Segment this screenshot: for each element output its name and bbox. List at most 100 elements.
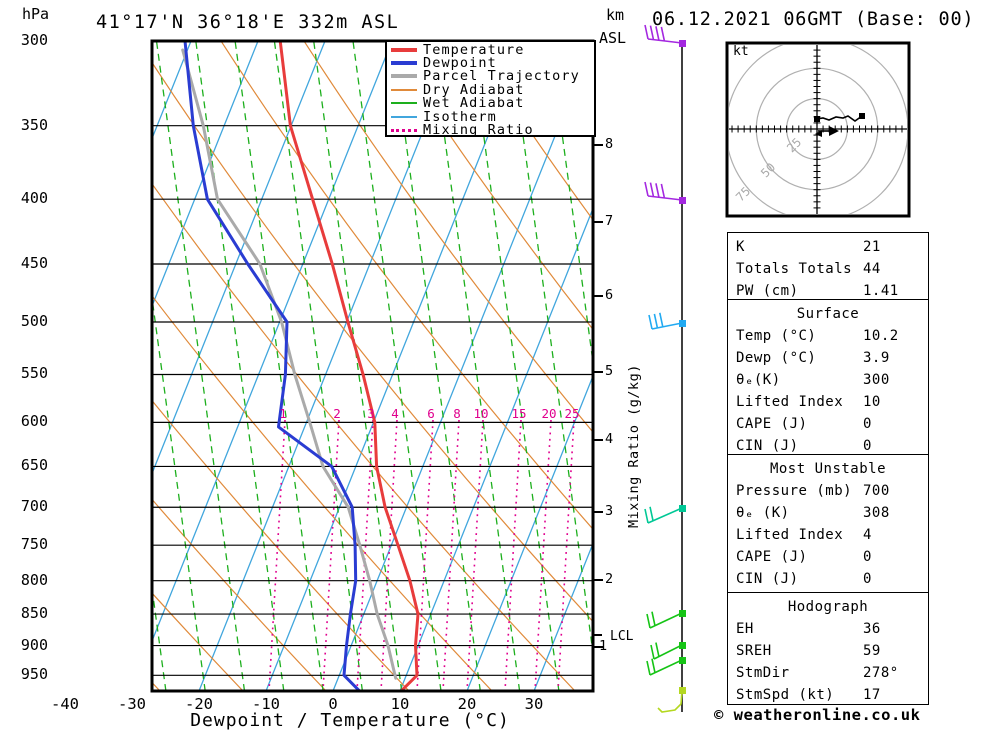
hodograph-frame	[725, 41, 911, 218]
parcel-line-swatch	[391, 74, 417, 79]
hodograph-ring-label: 75	[733, 184, 753, 204]
index-label: CIN (J)	[736, 571, 799, 587]
legend-item: Isotherm	[387, 109, 594, 125]
mixing-ratio-value-label: 15	[511, 406, 527, 421]
isotherm-line	[399, 209, 592, 691]
index-value: 0	[863, 416, 872, 432]
wet-adiabat-line	[195, 42, 285, 691]
table-section-title: Surface	[796, 306, 860, 322]
dewpoint-curve	[183, 42, 361, 691]
hodograph-table: Hodograph EH 36 SREH 59 StmDir 278° StmSpd …	[727, 592, 929, 705]
index-value: 0	[863, 571, 872, 587]
index-value: 17	[863, 687, 881, 703]
table-row: SREH 59	[728, 640, 928, 662]
table-row: Lifted Index 4	[728, 524, 928, 546]
dry-adiabat-line	[153, 62, 592, 622]
hodograph-trace-end-dot	[859, 113, 865, 119]
index-value: 21	[863, 239, 881, 255]
wet-adiabat-line	[153, 300, 206, 691]
km-tick-label: 1	[599, 638, 608, 654]
temp-tick-label: 10	[390, 695, 410, 713]
mixing-ratio-line	[356, 419, 374, 691]
table-row: Lifted Index 10	[728, 391, 928, 413]
wind-barb	[644, 181, 686, 204]
pressure-tick-label: 650	[20, 456, 48, 475]
mixing-ratio-line	[322, 419, 340, 691]
index-value: 4	[863, 527, 872, 543]
pressure-tick-label: 800	[20, 570, 48, 589]
temp-tick-label: -30	[118, 695, 146, 713]
wet-adiabat-line	[155, 42, 246, 691]
km-axis-unit: km	[606, 6, 625, 24]
pressure-tick-label: 550	[20, 364, 48, 383]
mixing-ratio-axis-label: Mixing Ratio (g/kg)	[626, 364, 642, 528]
km-tick-label: 8	[605, 136, 614, 152]
dry-adiabat-line	[153, 593, 244, 691]
km-tick-label: 3	[605, 503, 614, 519]
copyright: © weatheronline.co.uk	[714, 706, 921, 724]
pressure-tick-label: 900	[20, 635, 48, 654]
isotherm-line	[198, 42, 460, 691]
index-label: θₑ(K)	[736, 372, 781, 388]
hodograph-ring-label: 50	[758, 160, 778, 180]
legend-item: Parcel Trajectory	[387, 68, 594, 84]
table-row: CAPE (J) 0	[728, 546, 928, 568]
index-label: CAPE (J)	[736, 549, 808, 565]
temp-tick-label: -10	[252, 695, 280, 713]
mixing-ratio-value-label: 4	[391, 406, 399, 421]
wind-barb	[657, 687, 686, 713]
km-tick-label: 5	[605, 363, 614, 379]
legend-label: Mixing Ratio	[423, 122, 534, 139]
index-label: Dewp (°C)	[736, 350, 817, 366]
wind-barb	[650, 642, 686, 660]
index-value: 44	[863, 261, 881, 277]
index-label: Totals Totals	[736, 261, 853, 277]
pressure-tick-label: 400	[20, 189, 48, 208]
most-unstable-table: Most Unstable Pressure (mb) 700 θₑ (K) 308…	[727, 454, 929, 593]
mixing-ratio-line	[534, 419, 552, 691]
isotherm-line	[153, 42, 259, 306]
pressure-tick-label: 750	[20, 535, 48, 554]
legend-item: Temperature	[387, 41, 594, 58]
temp-tick-label: 20	[457, 695, 477, 713]
wind-barb	[646, 610, 686, 629]
isotherm-line	[466, 376, 592, 691]
legend-label: Temperature	[423, 41, 525, 58]
index-label: Lifted Index	[736, 394, 844, 410]
index-value: 1.41	[863, 283, 899, 299]
page-title: 41°17'N 36°18'E 332m ASL	[96, 12, 400, 33]
temp-tick-label: -40	[51, 695, 79, 713]
index-value: 59	[863, 643, 881, 659]
index-label: K	[736, 239, 745, 255]
isotherm-line	[153, 42, 326, 473]
mixing-ratio-value-label: 20	[541, 406, 557, 421]
index-label: θₑ (K)	[736, 505, 790, 521]
indices-summary-table: K 21 Totals Totals 44 PW (cm) 1.41	[727, 232, 929, 300]
surface-table: Surface Temp (°C) 10.2 Dewp (°C) 3.9 θₑ(K)…	[727, 299, 929, 455]
isotherm-line-swatch	[391, 115, 417, 118]
hodograph-unit-label: kt	[733, 44, 749, 59]
legend-item: Dewpoint	[387, 55, 594, 71]
isotherm-line	[533, 544, 592, 691]
mixing-ratio-value-label: 8	[453, 406, 461, 421]
table-row: CAPE (J) 0	[728, 413, 928, 435]
table-row: CIN (J) 0	[728, 568, 928, 590]
pressure-tick-label: 350	[20, 115, 48, 134]
legend-item: Wet Adiabat	[387, 95, 594, 111]
wet-adiabat-line	[39, 41, 127, 691]
wind-barb	[646, 657, 686, 676]
table-row: Temp (°C) 10.2	[728, 325, 928, 347]
hodograph-trace	[816, 115, 863, 122]
index-value: 700	[863, 483, 890, 499]
mixing-ratio-line	[557, 419, 575, 691]
pressure-tick-label: 600	[20, 412, 48, 431]
index-label: Lifted Index	[736, 527, 844, 543]
index-label: EH	[736, 621, 754, 637]
mixing-ratio-line	[466, 419, 484, 691]
table-section-title: Hodograph	[787, 599, 869, 615]
index-value: 278°	[863, 665, 899, 681]
x-axis-label: Dewpoint / Temperature (°C)	[190, 710, 510, 731]
legend-item: Mixing Ratio	[387, 122, 594, 139]
index-label: StmSpd (kt)	[736, 687, 835, 703]
